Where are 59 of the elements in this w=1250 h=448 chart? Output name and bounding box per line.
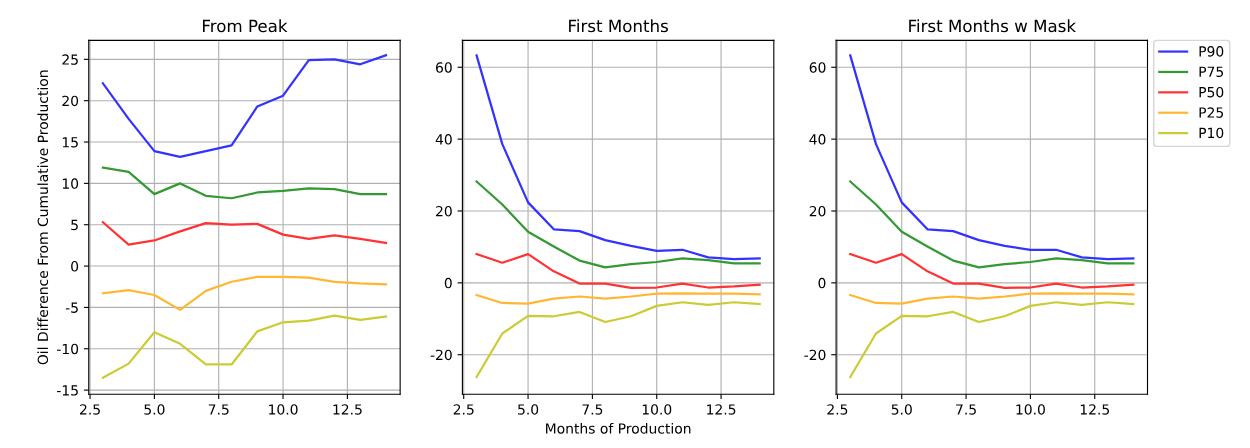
- y-axis-title: Oil Difference From Cumulative Production: [37, 70, 49, 365]
- y-tick-label: 20: [809, 205, 826, 217]
- x-tick-label: 12.5: [707, 404, 736, 415]
- y-tick-label: 25: [62, 54, 78, 65]
- line-series: [849, 54, 1135, 261]
- y-tick-label: 0: [818, 277, 826, 289]
- y-tick-label: 0: [444, 277, 452, 289]
- chart-title: First Months: [569, 19, 668, 33]
- x-tick-label: 5.0: [891, 404, 912, 415]
- line-series: [101, 221, 388, 246]
- y-tick-label: -5: [65, 302, 78, 313]
- y-tick-label: -10: [57, 343, 79, 355]
- line-series: [101, 314, 388, 379]
- chart-title: From Peak: [203, 19, 288, 33]
- line-series: [849, 301, 1135, 379]
- y-tick-label: 20: [62, 95, 79, 107]
- y-tick-label: 0: [71, 261, 79, 272]
- x-tick-label: 2.5: [453, 404, 474, 415]
- x-tick-label: 10.0: [642, 404, 672, 415]
- y-tick-label: 40: [435, 134, 452, 145]
- x-tick-label: 7.5: [208, 404, 229, 415]
- line-series: [101, 166, 388, 200]
- x-tick-label: 10.0: [1016, 404, 1045, 415]
- line-series: [475, 253, 761, 289]
- line-series: [849, 292, 1135, 305]
- y-tick-label: 10: [62, 178, 79, 189]
- x-tick-label: 5.0: [144, 404, 165, 415]
- x-tick-label: 7.5: [582, 404, 603, 415]
- line-series: [849, 253, 1135, 289]
- line-series: [849, 180, 1135, 269]
- line-series: [475, 180, 761, 269]
- x-tick-label: 2.5: [80, 404, 100, 415]
- y-tick-label: 20: [436, 205, 452, 217]
- x-tick-label: 5.0: [518, 404, 539, 415]
- x-tick-label: 2.5: [827, 404, 848, 415]
- line-series: [101, 54, 388, 159]
- y-tick-label: 60: [436, 62, 452, 73]
- y-tick-label: -15: [57, 385, 78, 396]
- legend-label: P90: [1199, 46, 1224, 57]
- x-tick-label: 12.5: [1080, 404, 1109, 415]
- legend-label: P50: [1199, 86, 1224, 98]
- y-tick-label: 5: [71, 219, 78, 231]
- line-series: [475, 301, 761, 379]
- line-series: [475, 54, 761, 261]
- legend-label: P25: [1199, 107, 1224, 118]
- y-tick-label: -20: [804, 349, 826, 361]
- x-tick-label: 7.5: [956, 404, 976, 415]
- legend-label: P10: [1199, 127, 1224, 139]
- chart-title: First Months w Mask: [909, 19, 1076, 33]
- y-tick-label: 15: [62, 137, 78, 148]
- legend-label: P75: [1199, 66, 1224, 78]
- line-series: [101, 275, 388, 311]
- x-tick-label: 10.0: [269, 404, 298, 415]
- x-tick-label: 12.5: [333, 404, 362, 415]
- x-axis-title: Months of Production: [546, 422, 691, 434]
- y-tick-label: 40: [809, 134, 826, 145]
- y-tick-label: 60: [809, 62, 826, 73]
- line-series: [475, 292, 761, 305]
- y-tick-label: -20: [430, 349, 452, 361]
